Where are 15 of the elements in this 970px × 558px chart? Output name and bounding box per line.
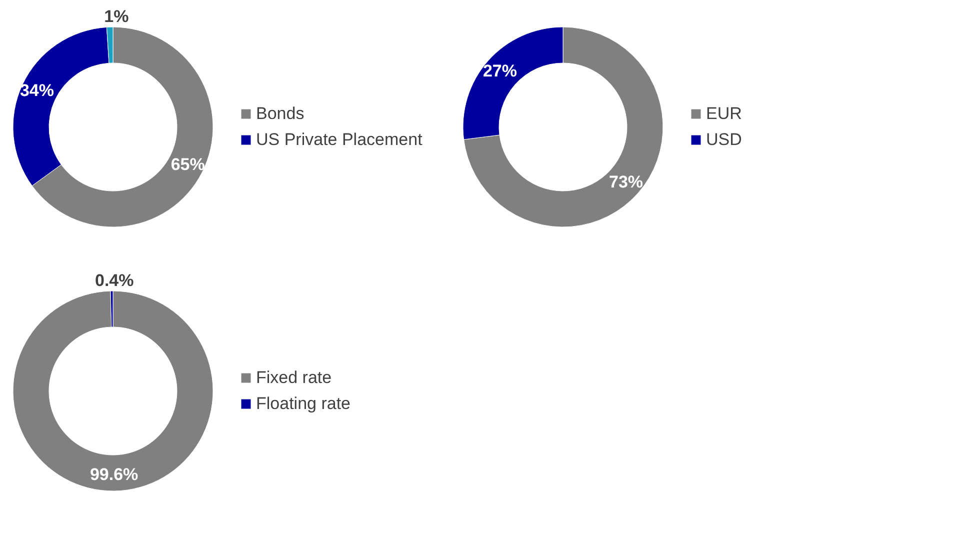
data-label: 27% [482,61,518,80]
donut-slice [12,290,214,492]
legend-label: EUR [706,104,742,123]
legend-label: USD [706,130,742,149]
legend-label: US Private Placement [256,130,423,149]
legend-label: Bonds [256,104,304,123]
data-label: 65% [170,155,205,174]
data-label: 99.6% [90,464,138,484]
donut-slice [464,26,664,228]
data-label: 34% [20,81,54,100]
data-label: 0.4% [95,271,134,290]
data-label: 1% [104,7,129,26]
legend-label: Fixed rate [256,368,332,387]
data-label: 73% [608,172,644,192]
legend-label: Floating rate [256,394,350,413]
